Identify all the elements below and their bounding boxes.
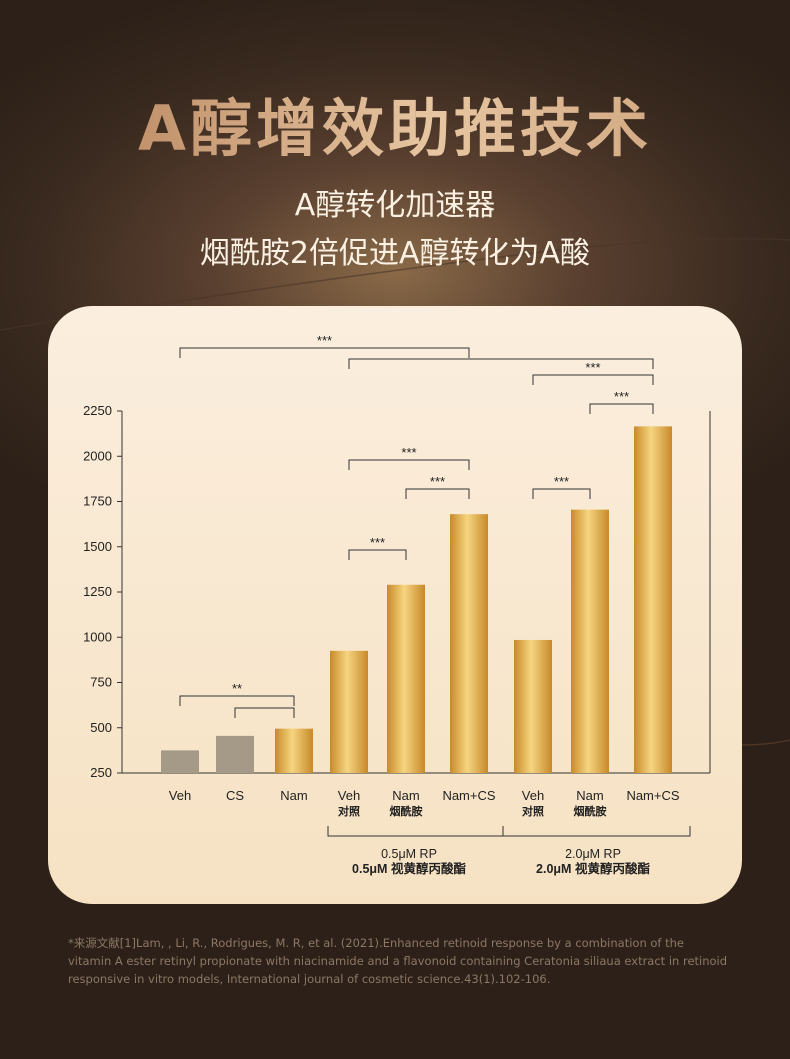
- significance-bracket: [589, 403, 654, 414]
- page-title: A醇增效助推技术: [0, 78, 790, 168]
- y-tick-label: 2000: [83, 448, 112, 463]
- bar: [330, 650, 368, 773]
- significance-bracket: [532, 488, 591, 499]
- significance-bracket: [179, 695, 295, 706]
- bar-chart: 250 500 750 1000 1250 1500 1750 2000 2250 Veh CS Na…: [83, 333, 711, 876]
- y-tick-label: 1250: [83, 584, 112, 599]
- bar: [216, 735, 254, 773]
- y-tick-label: 1000: [83, 629, 112, 644]
- significance-label: ***: [370, 535, 385, 550]
- group-label: 0.5μM RP: [381, 847, 437, 861]
- bar: [275, 728, 313, 773]
- significance-bracket: [532, 374, 654, 385]
- x-tick-label: Nam+CS: [626, 788, 679, 803]
- significance-bracket: [405, 488, 470, 499]
- x-tick-label: Nam: [392, 788, 419, 803]
- significance-label: ***: [614, 389, 629, 404]
- significance-label: ***: [401, 445, 416, 460]
- x-tick-sublabel: 烟酰胺: [574, 804, 607, 818]
- significance-label: **: [232, 681, 242, 696]
- significance-bracket: [348, 358, 654, 369]
- bar: [571, 509, 609, 773]
- x-tick-sublabel: 对照: [522, 804, 544, 818]
- significance-bracket: [179, 347, 470, 358]
- significance-label: ***: [317, 333, 332, 348]
- group-bracket: [327, 826, 504, 837]
- significance-label: ***: [585, 360, 600, 375]
- significance-bracket: [348, 549, 407, 560]
- x-tick-label: Nam: [576, 788, 603, 803]
- footnote-citation: *来源文献[1]Lam, , Li, R., Rodrigues, M. R, …: [68, 936, 728, 986]
- x-tick-label: Veh: [338, 788, 360, 803]
- x-tick-label: Veh: [169, 788, 191, 803]
- bar: [161, 750, 199, 773]
- significance-label: ***: [430, 474, 445, 489]
- y-tick-label: 1500: [83, 539, 112, 554]
- significance-bracket: [234, 707, 295, 718]
- bar: [514, 639, 552, 773]
- significance-bracket: [348, 459, 470, 470]
- group-bracket: [502, 826, 691, 837]
- subtitle-line-1: A醇转化加速器: [294, 188, 496, 223]
- bar: [387, 584, 425, 773]
- group-label: 2.0μM RP: [565, 847, 621, 861]
- significance-label: ***: [554, 474, 569, 489]
- y-tick-label: 2250: [83, 403, 112, 418]
- x-tick-label: CS: [226, 788, 244, 803]
- y-tick-label: 250: [90, 765, 112, 780]
- x-tick-label: Nam+CS: [442, 788, 495, 803]
- x-tick-label: Nam: [280, 788, 307, 803]
- y-tick-label: 500: [90, 720, 112, 735]
- group-label-cn: 2.0μM 视黄醇丙酸酯: [536, 861, 650, 876]
- bar: [634, 426, 672, 773]
- bar: [450, 514, 488, 773]
- x-tick-sublabel: 对照: [338, 804, 360, 818]
- group-label-cn: 0.5μM 视黄醇丙酸酯: [352, 861, 466, 876]
- x-tick-label: Veh: [522, 788, 544, 803]
- y-tick-label: 750: [90, 675, 112, 690]
- y-tick-label: 1750: [83, 494, 112, 509]
- subtitle-line-2: 烟酰胺2倍促进A醇转化为A酸: [199, 236, 591, 271]
- x-tick-sublabel: 烟酰胺: [390, 804, 423, 818]
